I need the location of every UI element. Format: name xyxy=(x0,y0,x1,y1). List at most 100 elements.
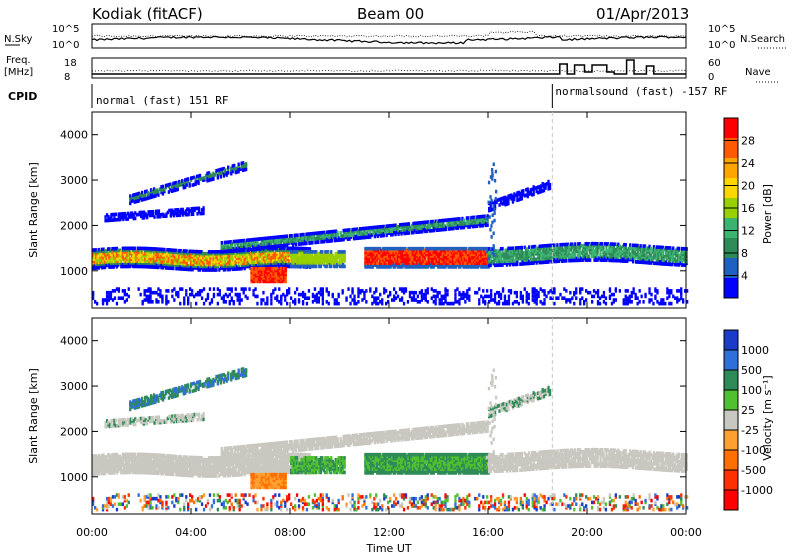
range-gate-cell xyxy=(189,182,191,186)
range-gate-cell xyxy=(491,168,493,172)
range-gate-cell xyxy=(321,250,323,254)
range-gate-cell xyxy=(295,243,297,247)
nsearch-tick-bottom: 10^0 xyxy=(708,40,735,51)
nsearch-tick-top: 10^5 xyxy=(708,24,735,35)
range-gate-cell xyxy=(296,250,298,254)
range-gate-cell xyxy=(227,166,229,170)
nave-tick-bottom: 0 xyxy=(708,72,714,83)
range-gate-cell xyxy=(186,183,188,187)
range-gate-cell xyxy=(678,247,680,251)
range-gate-cell xyxy=(221,241,223,245)
range-gate-cell xyxy=(238,163,240,167)
range-gate-cell xyxy=(162,185,164,189)
range-gate-cell xyxy=(556,243,558,247)
range-gate-cell xyxy=(549,187,551,191)
range-gate-cell xyxy=(340,231,342,235)
range-gate-cell xyxy=(492,252,494,256)
range-gate-cell xyxy=(115,213,117,217)
nave-tick-top: 60 xyxy=(708,58,721,69)
range-gate-cell xyxy=(227,171,229,175)
range-gate-cell xyxy=(215,268,217,272)
range-gate-cell xyxy=(152,210,154,214)
beam-title: Beam 00 xyxy=(357,5,424,23)
range-gate-cell xyxy=(602,246,604,250)
range-gate-cell xyxy=(198,207,200,211)
range-gate-cell xyxy=(574,242,576,246)
range-gate-cell xyxy=(104,298,106,302)
range-gate-cell xyxy=(549,183,551,187)
range-gate-cell xyxy=(492,204,494,208)
range-gate-cell xyxy=(102,298,104,302)
range-gate-cell xyxy=(344,250,346,254)
range-gate-cell xyxy=(522,189,524,193)
range-gate-cell xyxy=(490,248,492,252)
range-gate-cell xyxy=(302,233,304,237)
nsky-series xyxy=(92,36,686,44)
range-gate-cell xyxy=(344,254,346,258)
freq-strip: Freq. [MHz] 18 8 60 0 Nave xyxy=(4,55,778,83)
cpid-normalsound: normalsound (fast) -157 RF xyxy=(555,85,727,98)
range-gate-cell xyxy=(490,199,492,203)
range-gate-cell xyxy=(489,195,491,199)
range-gate-cell xyxy=(344,265,346,269)
range-gate-cell xyxy=(489,215,491,219)
range-gate-cell xyxy=(202,206,204,210)
nsearch-series xyxy=(92,31,686,37)
range-gate-cell xyxy=(493,244,495,248)
range-gate-cell xyxy=(233,164,235,168)
range-gate-cell xyxy=(141,191,143,195)
range-gate-cell xyxy=(494,212,496,216)
range-gate-cell xyxy=(494,179,496,183)
nsearch-label: N.Search xyxy=(740,34,785,45)
range-gate-cell xyxy=(488,181,490,185)
range-gate-cell xyxy=(495,190,497,194)
range-gate-cell xyxy=(486,250,488,254)
range-gate-cell xyxy=(493,232,495,236)
range-gate-cell xyxy=(134,247,136,251)
freq-frame xyxy=(92,58,686,78)
range-gate-cell xyxy=(177,188,179,192)
range-gate-cell xyxy=(527,187,529,191)
range-gate-cell xyxy=(187,177,189,181)
nsky-tick-bottom: 10^0 xyxy=(52,40,79,51)
range-gate-cell xyxy=(490,224,492,228)
range-gate-cell xyxy=(490,205,492,209)
cpid-label: CPID xyxy=(8,90,37,103)
range-gate-cell xyxy=(134,217,136,221)
freq-tick-bottom: 8 xyxy=(64,72,70,83)
freq-series xyxy=(92,70,686,72)
range-gate-cell xyxy=(489,228,491,232)
range-gate-cell xyxy=(491,235,493,239)
range-gate-cell xyxy=(285,280,287,284)
range-gate-cell xyxy=(408,222,410,226)
range-gate-cell xyxy=(182,208,184,212)
range-gate-cell xyxy=(493,163,495,167)
range-gate-cell xyxy=(153,215,155,219)
cpid-strip: CPID normal (fast) 151 RF normalsound (f… xyxy=(8,84,728,108)
range-gate-cell xyxy=(463,218,465,222)
range-gate-cell xyxy=(224,168,226,172)
range-gate-cell xyxy=(547,180,549,184)
station-title: Kodiak (fitACF) xyxy=(92,5,203,23)
freq-tick-top: 18 xyxy=(64,58,77,69)
freq-unit-label: [MHz] xyxy=(4,67,33,78)
range-gate-cell xyxy=(286,234,288,238)
range-gate-cell xyxy=(599,253,601,257)
nsky-label: N.Sky xyxy=(4,34,32,45)
nsky-strip: N.Sky 10^5 10^0 10^5 10^0 N.Search xyxy=(4,24,786,51)
nave-label: Nave xyxy=(745,67,771,78)
date-title: 01/Apr/2013 xyxy=(596,5,689,23)
range-gate-cell xyxy=(487,257,489,261)
range-gate-cell xyxy=(458,217,460,221)
range-gate-cell xyxy=(296,233,298,237)
range-gate-cell xyxy=(589,258,591,262)
range-gate-cell xyxy=(192,212,194,216)
range-gate-cell xyxy=(640,244,642,248)
range-gate-cell xyxy=(516,261,518,265)
range-gate-cell xyxy=(493,219,495,223)
range-gate-cell xyxy=(315,265,317,269)
range-gate-cell xyxy=(588,255,590,259)
range-gate-cell xyxy=(467,216,469,220)
